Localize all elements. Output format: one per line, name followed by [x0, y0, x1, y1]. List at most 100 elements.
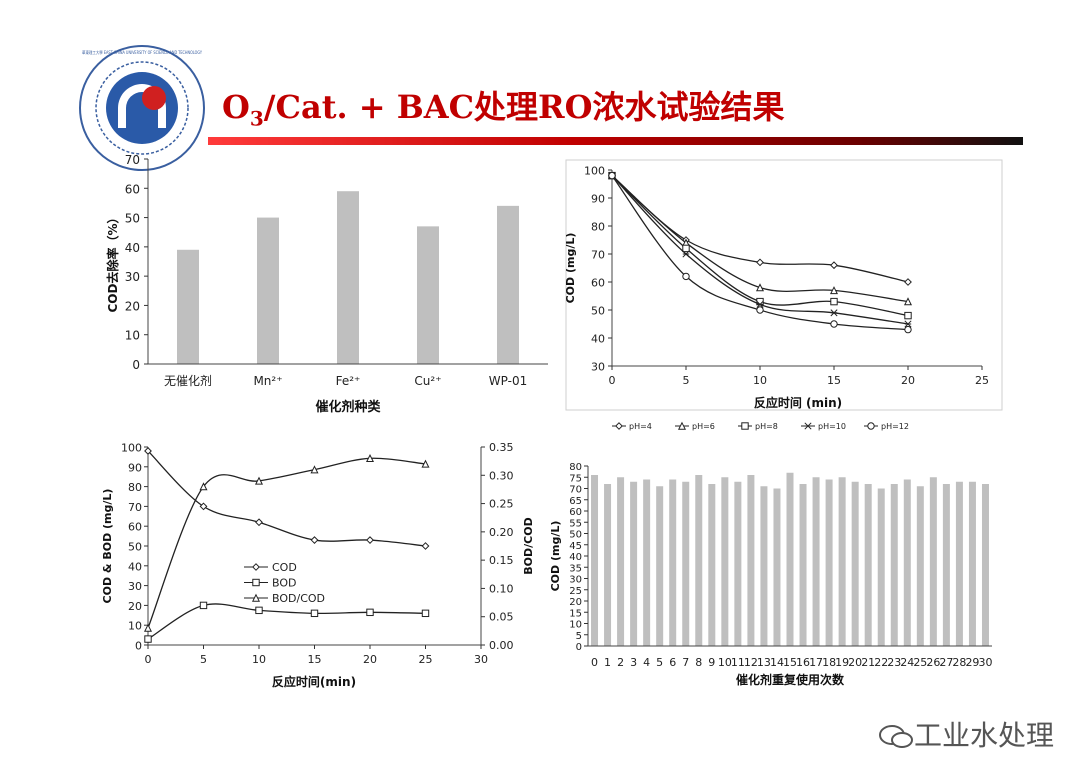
y-tick-label: 80 [128, 481, 142, 494]
x-tick-label: 2 [617, 656, 624, 669]
bar-3 [630, 481, 638, 646]
series-line [147, 450, 426, 547]
wechat-icon [879, 725, 913, 748]
y-tick-label: 70 [128, 501, 142, 514]
y2-tick-label: 0.10 [489, 582, 514, 595]
y-tick-label: 30 [591, 361, 605, 374]
legend-marker [867, 422, 875, 430]
y-tick-label: 10 [125, 329, 140, 343]
x-tick-label: 15 [783, 656, 797, 669]
title-underline [208, 137, 1023, 145]
x-tick-label: 0 [591, 656, 598, 669]
y2-tick-label: 0.30 [489, 469, 514, 482]
chart-catalyst-type: 无催化剂 Mn²⁺ Fe²⁺ Cu²⁺ WP-01 0 10 20 30 40 50 60 70 催化剂种… [105, 153, 548, 415]
legend-label: COD [272, 561, 297, 574]
series-line [611, 175, 909, 331]
bar-10 [721, 477, 729, 646]
university-seal-icon [79, 45, 205, 171]
legend-label: pH=8 [755, 422, 778, 431]
bar-2 [617, 477, 625, 646]
series-point [830, 309, 838, 317]
y-tick-label: 0 [132, 358, 140, 372]
bar-6 [669, 479, 677, 646]
x-tick-label: 无催化剂 [164, 373, 212, 388]
legend-label: BOD/COD [272, 592, 325, 605]
y-tick-label: 90 [128, 461, 142, 474]
series-BOD/COD: BOD/COD [143, 453, 430, 632]
y-tick-label: 30 [569, 575, 582, 586]
bar-18 [825, 479, 833, 646]
x-tick-label: 23 [887, 656, 901, 669]
bar-5 [656, 486, 664, 646]
series-point [755, 283, 765, 292]
y-tick-label: 60 [125, 182, 140, 196]
x-tick-label: 19 [835, 656, 849, 669]
series-point [829, 286, 839, 295]
bar-4 [497, 205, 519, 364]
y-tick-label: 70 [591, 249, 605, 262]
y-axis-label: COD (mg/L) [549, 521, 562, 592]
series-point [199, 482, 208, 491]
series-point [310, 609, 319, 618]
y-tick-label: 0 [135, 640, 142, 653]
legend-marker [252, 578, 260, 587]
y-tick-label: 10 [128, 620, 142, 633]
title-subscript: 3 [249, 106, 264, 131]
series-point [143, 623, 153, 632]
series-point [421, 609, 430, 618]
series-point [254, 476, 264, 485]
bar-4 [643, 479, 651, 646]
x-tick-label: 27 [939, 656, 953, 669]
title-rest: /Cat. + BAC处理RO浓水试验结果 [263, 88, 785, 126]
y-tick-label: 100 [121, 442, 142, 455]
x-tick-label: 18 [822, 656, 836, 669]
x-axis-label: 催化剂重复使用次数 [736, 672, 845, 687]
x-axis-label: 催化剂种类 [315, 399, 381, 415]
x-tick-label: 6 [669, 656, 676, 669]
x-axis-label: 反应时间(min) [272, 674, 356, 689]
y-axis-label: COD去除率（%） [105, 212, 120, 313]
y-tick-label: 50 [591, 305, 605, 318]
x-tick-label: 12 [744, 656, 758, 669]
legend-marker [677, 421, 687, 430]
chart-cod-bod: 01020304050607080901000.000.050.100.150.… [101, 441, 535, 689]
legend-label: BOD [272, 577, 296, 590]
bar-22 [877, 488, 885, 646]
x-tick-label: Cu²⁺ [414, 374, 441, 388]
series-line [611, 175, 909, 325]
series-point [756, 306, 764, 314]
y2-tick-label: 0.05 [489, 611, 514, 624]
y-tick-label: 40 [125, 241, 140, 255]
series-point [310, 536, 319, 544]
x-tick-label: 25 [975, 374, 989, 387]
y-tick-label: 75 [569, 473, 582, 484]
x-tick-label: 9 [708, 656, 715, 669]
bar-12 [747, 475, 755, 646]
series-point [199, 601, 208, 610]
x-tick-label: 25 [913, 656, 927, 669]
y-tick-label: 30 [128, 580, 142, 593]
y-tick-label: 65 [569, 496, 582, 507]
series-point [756, 300, 764, 308]
bar-24 [903, 479, 911, 646]
x-tick-label: Mn²⁺ [253, 374, 282, 388]
series-pH=8: pH=8 [608, 171, 912, 431]
y-tick-label: 90 [591, 193, 605, 206]
series-point [830, 261, 838, 270]
x-axis-label: 反应时间 (min) [754, 395, 842, 410]
x-tick-label: 30 [978, 656, 992, 669]
y-tick-label: 60 [128, 521, 142, 534]
title-o: O [222, 88, 250, 126]
bar-23 [890, 484, 898, 646]
legend-label: pH=10 [818, 422, 846, 431]
university-logo: 華東理工大學 EAST CHINA UNIVERSITY OF SCIENCE … [79, 45, 205, 171]
series-point [366, 536, 374, 544]
bar-11 [734, 481, 742, 646]
bar-17 [812, 477, 820, 646]
series-BOD: BOD [144, 577, 430, 643]
bar-26 [929, 477, 937, 646]
plot-frame [565, 159, 1003, 411]
x-tick-label: 29 [965, 656, 979, 669]
logo-text: 華東理工大學 EAST CHINA UNIVERSITY OF SCIENCE … [82, 49, 202, 55]
x-tick-label: 30 [474, 653, 488, 666]
